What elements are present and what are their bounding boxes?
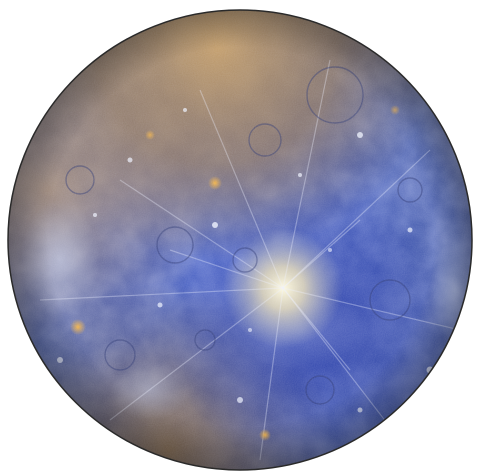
- planet-rim: [7, 9, 473, 471]
